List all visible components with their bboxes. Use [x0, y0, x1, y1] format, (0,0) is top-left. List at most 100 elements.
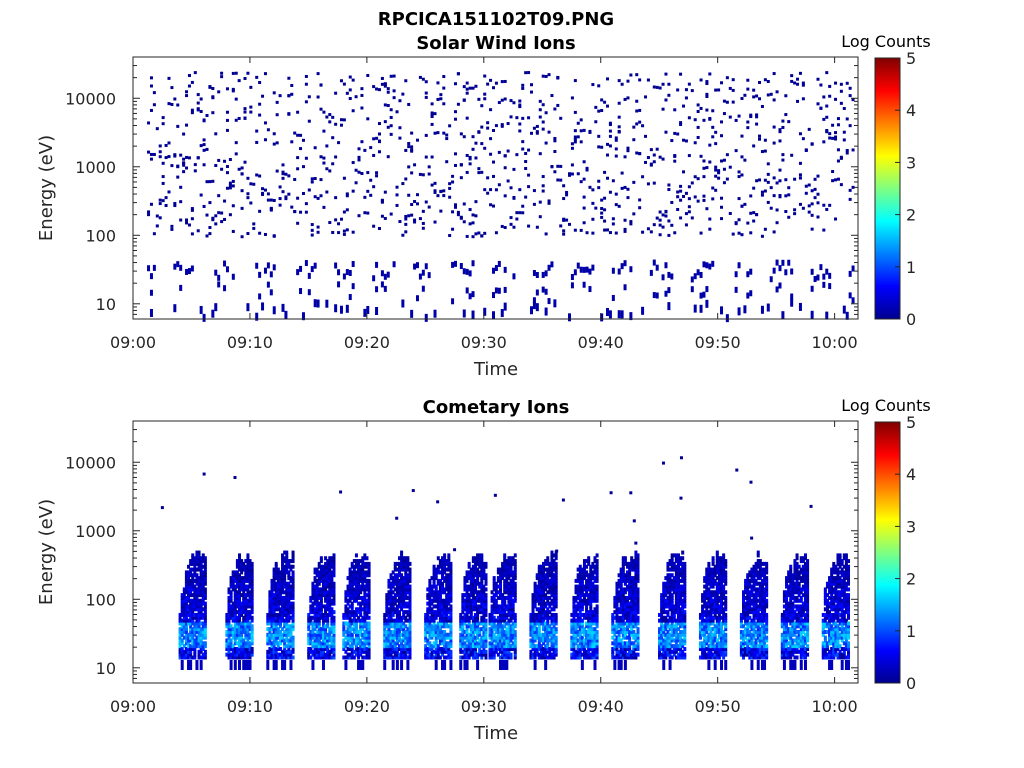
heatmap-cell — [275, 113, 279, 117]
heatmap-cell — [400, 564, 404, 569]
heatmap-cell — [287, 649, 291, 654]
heatmap-cell — [182, 587, 186, 592]
heatmap-cell — [492, 621, 496, 626]
heatmap-cell — [231, 655, 235, 660]
heatmap-cell — [471, 235, 475, 239]
heatmap-cell — [467, 618, 471, 623]
heatmap-cell — [629, 73, 633, 77]
heatmap-cell — [250, 578, 254, 583]
heatmap-cell — [161, 122, 165, 126]
heatmap-cell — [790, 153, 794, 157]
heatmap-cell — [482, 584, 486, 589]
heatmap-cell — [184, 621, 188, 626]
heatmap-cell — [274, 590, 278, 595]
heatmap-cell — [529, 638, 533, 643]
heatmap-cell — [363, 598, 367, 603]
heatmap-cell — [322, 129, 326, 133]
heatmap-cell — [372, 137, 376, 141]
heatmap-cell — [285, 550, 289, 555]
heatmap-cell — [324, 632, 328, 637]
heatmap-cell — [834, 97, 838, 101]
heatmap-cell — [462, 268, 466, 275]
heatmap-cell — [289, 593, 293, 598]
heatmap-cell — [436, 655, 440, 660]
heatmap-cell — [395, 612, 399, 617]
heatmap-cell — [585, 166, 589, 170]
heatmap-cell — [432, 573, 436, 578]
heatmap-cell — [548, 610, 552, 615]
heatmap-cell — [471, 135, 475, 139]
heatmap-cell — [441, 559, 445, 564]
heatmap-cell — [167, 155, 171, 159]
heatmap-cell — [408, 604, 412, 609]
heatmap-cell — [537, 593, 541, 598]
heatmap-cell — [469, 593, 473, 598]
heatmap-cell — [357, 590, 361, 595]
heatmap-cell — [459, 632, 463, 637]
heatmap-cell — [576, 135, 580, 139]
heatmap-cell — [319, 607, 323, 612]
heatmap-cell — [467, 576, 471, 581]
heatmap-cell — [499, 655, 503, 660]
heatmap-cell — [242, 598, 246, 603]
heatmap-cell — [274, 604, 278, 609]
heatmap-cell — [291, 564, 295, 569]
heatmap-cell — [507, 627, 511, 632]
heatmap-cell — [316, 95, 320, 99]
heatmap-cell — [533, 638, 537, 643]
heatmap-cell — [546, 561, 550, 566]
heatmap-cell — [734, 149, 738, 153]
heatmap-cell — [385, 601, 389, 606]
heatmap-cell — [505, 621, 509, 626]
heatmap-cell — [509, 115, 513, 119]
heatmap-cell — [281, 652, 285, 657]
heatmap-cell — [330, 590, 334, 595]
heatmap-cell — [203, 627, 207, 632]
heatmap-cell — [476, 576, 480, 581]
heatmap-cell — [363, 590, 367, 595]
heatmap-cell — [720, 120, 724, 124]
heatmap-cell — [430, 122, 434, 126]
heatmap-cell — [441, 570, 445, 575]
heatmap-cell — [402, 590, 406, 595]
heatmap-cell — [278, 652, 282, 657]
heatmap-cell — [535, 646, 539, 651]
heatmap-cell — [463, 604, 467, 609]
heatmap-cell — [471, 607, 475, 612]
heatmap-cell — [511, 587, 515, 592]
heatmap-cell — [242, 629, 246, 634]
heatmap-cell — [402, 567, 406, 572]
heatmap-cell — [233, 638, 237, 643]
heatmap-cell — [664, 290, 668, 297]
heatmap-cell — [201, 624, 205, 629]
heatmap-cell — [193, 584, 197, 589]
heatmap-cell — [438, 632, 442, 637]
heatmap-cell — [488, 629, 492, 634]
heatmap-cell — [389, 590, 393, 595]
heatmap-cell — [235, 578, 239, 583]
heatmap-cell — [246, 635, 250, 640]
heatmap-cell — [424, 618, 428, 623]
heatmap-cell — [346, 641, 350, 646]
heatmap-cell — [274, 593, 278, 598]
heatmap-cell — [476, 607, 480, 612]
heatmap-cell — [182, 132, 186, 136]
heatmap-cell — [334, 155, 338, 159]
heatmap-cell — [227, 652, 231, 657]
heatmap-cell — [220, 167, 224, 171]
heatmap-cell — [331, 136, 335, 140]
heatmap-cell — [354, 649, 358, 654]
heatmap-cell — [537, 629, 541, 634]
heatmap-cell — [201, 629, 205, 634]
heatmap-cell — [330, 578, 334, 583]
heatmap-cell — [391, 655, 395, 660]
heatmap-cell — [326, 646, 330, 651]
heatmap-cell — [250, 595, 254, 600]
heatmap-cell — [426, 610, 430, 615]
heatmap-cell — [345, 194, 349, 198]
heatmap-cell — [187, 641, 191, 646]
heatmap-cell — [208, 85, 212, 89]
heatmap-cell — [344, 612, 348, 617]
heatmap-cell — [492, 593, 496, 598]
heatmap-cell — [242, 641, 246, 646]
